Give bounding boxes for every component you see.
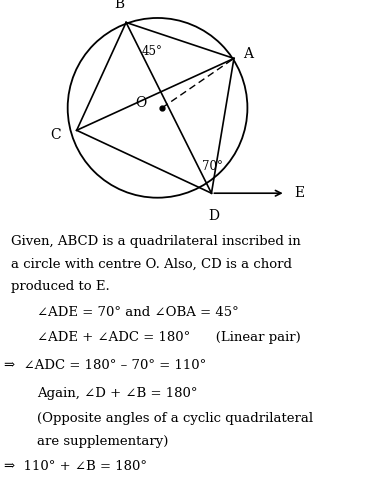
Text: A: A: [243, 47, 253, 61]
Text: Given, ABCD is a quadrilateral inscribed in: Given, ABCD is a quadrilateral inscribed…: [11, 235, 301, 248]
Text: ⇒  ∠ADC = 180° – 70° = 110°: ⇒ ∠ADC = 180° – 70° = 110°: [4, 359, 206, 372]
Text: O: O: [135, 97, 146, 110]
Text: produced to E.: produced to E.: [11, 281, 110, 293]
Text: a circle with centre O. Also, CD is a chord: a circle with centre O. Also, CD is a ch…: [11, 258, 292, 271]
Text: 45°: 45°: [142, 45, 163, 58]
Text: C: C: [50, 128, 61, 142]
Text: (Opposite angles of a cyclic quadrilateral: (Opposite angles of a cyclic quadrilater…: [37, 412, 313, 425]
Text: D: D: [208, 209, 219, 223]
Text: ⇒  110° + ∠B = 180°: ⇒ 110° + ∠B = 180°: [4, 460, 147, 473]
Text: are supplementary): are supplementary): [37, 435, 168, 448]
Text: 70°: 70°: [203, 160, 223, 173]
Text: ∠ADE = 70° and ∠OBA = 45°: ∠ADE = 70° and ∠OBA = 45°: [37, 306, 239, 319]
Text: Again, ∠D + ∠B = 180°: Again, ∠D + ∠B = 180°: [37, 387, 197, 400]
Text: ∠ADE + ∠ADC = 180°      (Linear pair): ∠ADE + ∠ADC = 180° (Linear pair): [37, 331, 301, 344]
Text: E: E: [294, 186, 305, 200]
Text: B: B: [114, 0, 124, 11]
